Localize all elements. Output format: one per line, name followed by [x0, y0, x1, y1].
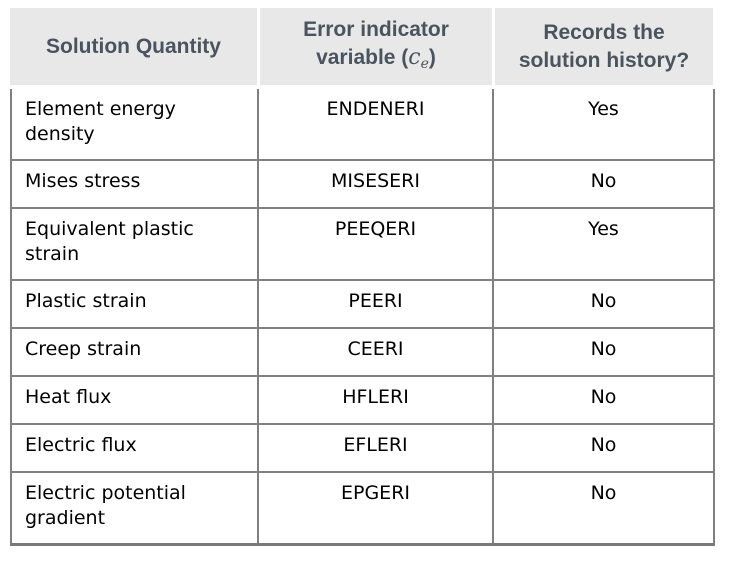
error-indicator-table: Solution Quantity Error indicator variab…	[10, 8, 734, 546]
cell-records-history: No	[492, 423, 715, 472]
cell-error-variable: EFLERI	[257, 423, 494, 472]
cell-records-history: No	[492, 279, 715, 328]
header-label-line1: Records the	[543, 20, 665, 44]
cell-solution-quantity: Creep strain	[10, 327, 259, 376]
cell-error-variable: CEERI	[257, 327, 494, 376]
table-row: Electric potential gradient EPGERI No	[10, 471, 715, 545]
table-row: Element energy density ENDENERI Yes	[10, 89, 715, 160]
table-row: Creep strain CEERI No	[10, 327, 715, 376]
cell-records-history: No	[492, 375, 715, 424]
cell-solution-quantity: Element energy density	[10, 89, 259, 160]
cell-solution-quantity: Equivalent plastic strain	[10, 207, 259, 280]
table-header-row: Solution Quantity Error indicator variab…	[10, 8, 713, 85]
cell-error-variable: PEEQERI	[257, 207, 494, 280]
math-variable-c: c	[408, 44, 421, 70]
cell-solution-quantity: Mises stress	[10, 159, 259, 208]
cell-solution-quantity: Heat flux	[10, 375, 259, 424]
cell-records-history: No	[492, 159, 715, 208]
table-row: Heat flux HFLERI No	[10, 375, 715, 424]
cell-records-history: No	[492, 471, 715, 545]
header-label-line2-prefix: variable (	[316, 45, 409, 69]
header-error-indicator-variable: Error indicator variable (ce)	[260, 8, 492, 85]
cell-error-variable: EPGERI	[257, 471, 494, 545]
cell-error-variable: MISESERI	[257, 159, 494, 208]
cell-records-history: No	[492, 327, 715, 376]
cell-solution-quantity: Electric flux	[10, 423, 259, 472]
cell-records-history: Yes	[492, 207, 715, 280]
cell-solution-quantity: Electric potential gradient	[10, 471, 259, 545]
math-subscript-e: e	[420, 55, 429, 72]
header-label-line2: solution history?	[518, 48, 690, 72]
cell-solution-quantity: Plastic strain	[10, 279, 259, 328]
table-row: Electric flux EFLERI No	[10, 423, 715, 472]
cell-error-variable: ENDENERI	[257, 89, 494, 160]
header-label-line2: variable (ce)	[260, 44, 492, 78]
cell-records-history: Yes	[492, 89, 715, 160]
header-solution-quantity: Solution Quantity	[10, 8, 257, 85]
table-body: Element energy density ENDENERI Yes Mise…	[10, 89, 715, 546]
cell-error-variable: HFLERI	[257, 375, 494, 424]
header-label: Solution Quantity	[46, 34, 221, 58]
table-row: Mises stress MISESERI No	[10, 159, 715, 208]
page: Solution Quantity Error indicator variab…	[10, 8, 734, 546]
header-label-line2-suffix: )	[428, 45, 436, 69]
cell-error-variable: PEERI	[257, 279, 494, 328]
table-row: Plastic strain PEERI No	[10, 279, 715, 328]
header-label-line1: Error indicator	[303, 17, 449, 41]
table-row: Equivalent plastic strain PEEQERI Yes	[10, 207, 715, 280]
header-records-history: Records the solution history?	[495, 8, 713, 85]
